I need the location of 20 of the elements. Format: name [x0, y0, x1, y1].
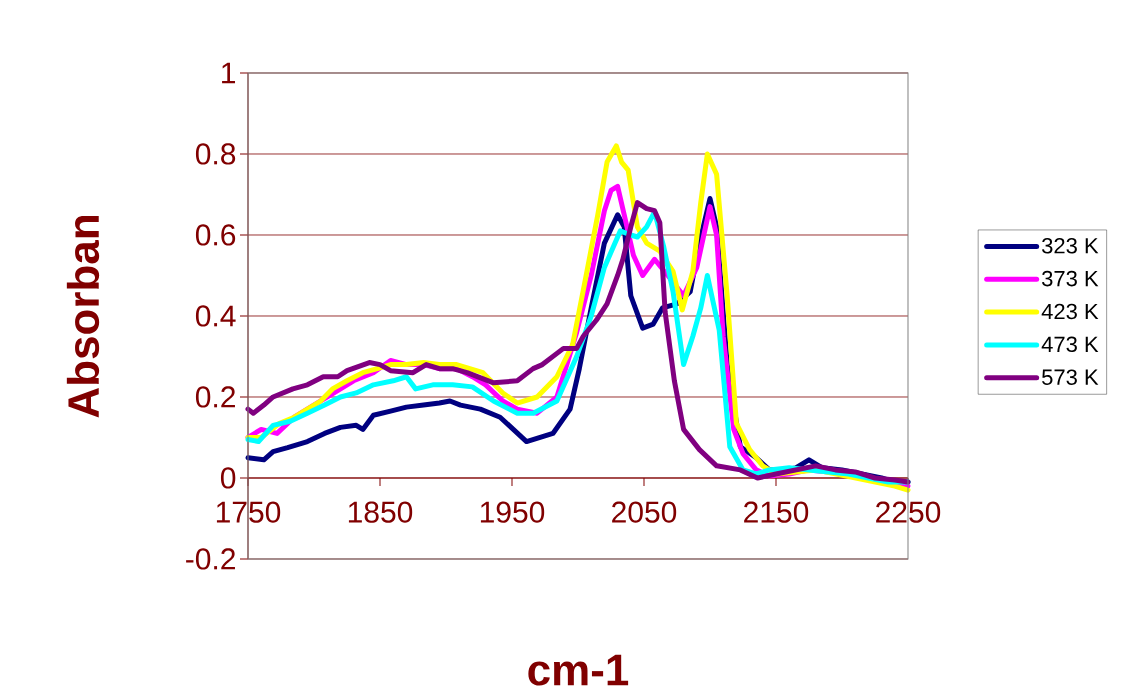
x-tick-label: 1750 — [216, 501, 281, 523]
x-tick-label: 2050 — [612, 501, 677, 523]
x-tick-label: 2150 — [744, 501, 809, 523]
y-tick-label: 0.4 — [195, 305, 236, 327]
y-tick-label: 1 — [222, 62, 236, 84]
x-axis-title: cm-1 — [528, 654, 629, 686]
legend-label: 423 K — [1041, 303, 1099, 320]
legend-label: 473 K — [1041, 336, 1099, 353]
y-tick-label: 0.2 — [195, 386, 235, 408]
y-axis-title: Absorban — [66, 216, 100, 418]
y-tick-label: 0.6 — [195, 224, 236, 246]
x-tick-label: 2250 — [876, 501, 941, 523]
legend-label: 323 K — [1041, 237, 1099, 254]
legend-label: 373 K — [1041, 270, 1099, 287]
x-tick-label: 1950 — [480, 501, 545, 523]
y-tick-label: 0.8 — [195, 143, 236, 165]
x-tick-label: 1850 — [348, 501, 413, 523]
y-tick-label: 0 — [220, 467, 236, 489]
y-tick-label: -0.2 — [186, 548, 235, 570]
legend-label: 573 K — [1042, 369, 1099, 385]
